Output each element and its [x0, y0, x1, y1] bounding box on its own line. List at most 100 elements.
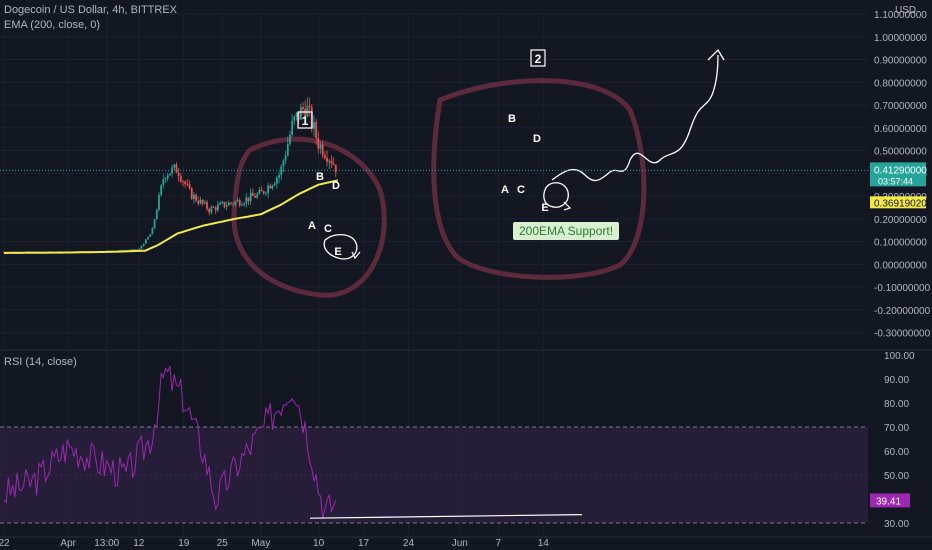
price-tick-label: 0.00000000 [874, 260, 927, 271]
candle-body [142, 243, 145, 247]
candle-body [177, 172, 180, 177]
rsi-tick-label: 30.00 [884, 519, 909, 530]
hand-drawings [323, 48, 725, 260]
wave2-e-arrow [563, 201, 572, 211]
candle-body [302, 107, 304, 109]
candle-body [227, 202, 230, 206]
projection-path [551, 54, 719, 182]
price-tick-label: 0.60000000 [874, 124, 927, 135]
candle-body [282, 160, 285, 167]
candle-body [193, 194, 195, 200]
candle-body [284, 155, 287, 161]
ema-indicator-label: EMA (200, close, 0) [4, 19, 100, 31]
candle-body [201, 199, 204, 204]
ema-value-badge [870, 196, 926, 209]
candle-body [162, 179, 165, 186]
candle-body [254, 195, 256, 198]
wave1-label: E [334, 246, 341, 258]
price-candles [3, 97, 337, 253]
candle-body [160, 185, 163, 196]
rsi-line [3, 366, 337, 519]
price-tick-label: 1.00000000 [874, 33, 927, 44]
candle-body [251, 192, 254, 196]
price-axis: 1.10000000 1.00000000 0.90000000 0.80000000… [0, 10, 931, 530]
candle-body [260, 189, 263, 192]
wave1-e-arrow [351, 251, 361, 260]
price-tick-label: -0.10000000 [874, 283, 931, 294]
ema-layer [3, 179, 339, 254]
price-tick-label: 0.50000000 [874, 147, 927, 158]
candle-body [188, 184, 191, 189]
price-tick-label: -0.30000000 [874, 329, 931, 340]
rsi-tick-label: 80.00 [884, 399, 909, 410]
candle-body [118, 250, 121, 251]
price-tick-label: -0.20000000 [874, 306, 931, 317]
ema-line [3, 179, 339, 254]
candle-body [315, 122, 318, 138]
rsi-band-fill [0, 427, 868, 523]
rsi-tick-label: 100.00 [884, 351, 915, 362]
wave2-label: A [501, 184, 509, 196]
candle-body [269, 185, 272, 189]
candle-body [214, 207, 217, 211]
rsi-tick-label: 90.00 [884, 375, 909, 386]
candle-body [147, 236, 149, 240]
candle-body [330, 160, 333, 164]
candle-body [334, 164, 337, 172]
candle-body [267, 185, 270, 194]
rsi-indicator-label: RSI (14, close) [4, 356, 77, 368]
candle-body [332, 163, 335, 165]
time-tick-label: 25 [217, 538, 229, 549]
box-label-1: 1 [302, 114, 309, 128]
symbol-title: Dogecoin / US Dollar, 4h, BITTREX [4, 4, 178, 16]
price-tick-label: 0.80000000 [874, 78, 927, 89]
candle-body [223, 201, 226, 207]
candle-body [175, 164, 178, 173]
candle-body [186, 184, 189, 185]
candle-body [247, 197, 250, 202]
box-label-2-frame [530, 49, 546, 67]
candle-body [151, 227, 154, 235]
candle-body [206, 202, 208, 210]
candle-body [197, 200, 200, 204]
projection-arrowhead [707, 48, 725, 61]
wave1-label: D [332, 180, 340, 192]
rsi-band [0, 426, 868, 524]
annotation-circles [231, 78, 647, 298]
candle-body [158, 195, 160, 210]
candle-body [241, 204, 243, 206]
candle-body [313, 122, 315, 129]
rsi-tick-label: 50.00 [884, 471, 909, 482]
countdown-value: 03:57:44 [878, 176, 913, 186]
wave1-label: B [316, 171, 324, 183]
candle-body [190, 188, 193, 200]
circle-region-1 [231, 136, 387, 298]
time-tick-label: Apr [60, 538, 76, 549]
candle-body [243, 203, 246, 205]
circle-region-2 [431, 78, 647, 280]
time-tick-label: May [251, 538, 270, 549]
time-tick-label: 24 [403, 538, 415, 549]
candle-body [199, 199, 202, 204]
candle-body [238, 200, 241, 206]
wave1-e-circle [323, 234, 358, 260]
rsi-trendline [309, 514, 583, 519]
candle-body [153, 219, 156, 228]
rsi-tick-label: 60.00 [884, 447, 909, 458]
price-tick-label: 0.20000000 [874, 215, 927, 226]
candle-body [131, 249, 134, 251]
candle-body [232, 203, 235, 205]
candle-body [129, 249, 132, 251]
time-tick-label: 12 [133, 538, 145, 549]
time-tick-label: 17 [358, 538, 370, 549]
last-price-value: 0.41290000 [874, 165, 927, 176]
candle-body [164, 178, 167, 180]
candle-body [138, 248, 141, 250]
candle-body [212, 207, 215, 208]
candle-body [184, 181, 187, 185]
candle-body [168, 173, 171, 176]
candle-body [173, 164, 176, 168]
candle-body [295, 112, 298, 117]
candle-body [203, 202, 206, 204]
